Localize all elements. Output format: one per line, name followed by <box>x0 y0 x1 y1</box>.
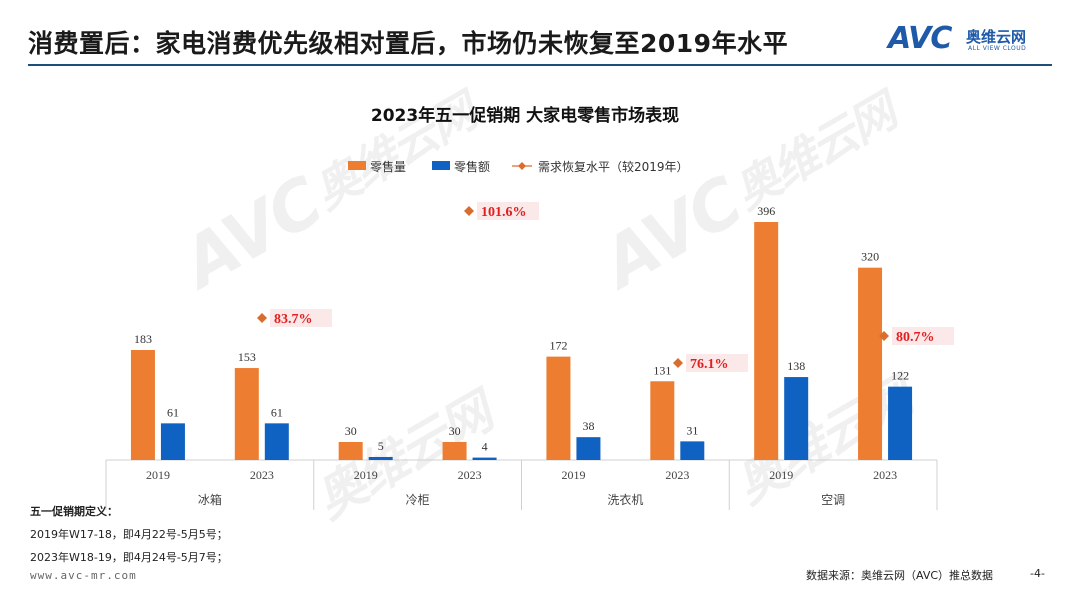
label-value-2-0: 38 <box>582 419 594 433</box>
label-volume-0-1: 153 <box>238 350 256 364</box>
logo-english-name: ALL VIEW CLOUD <box>968 45 1027 52</box>
tick-group-1: 冷柜 <box>406 493 430 507</box>
label-volume-3-0: 396 <box>757 204 775 218</box>
label-volume-1-1: 30 <box>449 424 461 438</box>
tick-year-3-1: 2023 <box>873 468 897 482</box>
bar-volume-1-0 <box>338 441 363 460</box>
label-volume-2-0: 172 <box>549 339 567 353</box>
recovery-label-bg-2 <box>686 354 748 372</box>
tick-year-2-1: 2023 <box>665 468 689 482</box>
avc-logo: AVC 奥维云网 ALL VIEW CLOUD <box>888 24 1058 58</box>
chart-title: 2023年五一促销期 大家电零售市场表现 <box>371 105 679 126</box>
tick-year-0-1: 2023 <box>250 468 274 482</box>
bar-volume-0-1 <box>234 368 259 460</box>
label-volume-2-1: 131 <box>653 363 671 377</box>
bar-value-0-1 <box>264 423 289 460</box>
recovery-label-3: 80.7% <box>896 330 935 345</box>
bar-value-1-0 <box>368 456 393 460</box>
recovery-label-2: 76.1% <box>690 357 729 372</box>
recovery-marker-3 <box>879 331 889 341</box>
bar-volume-1-1 <box>442 441 467 460</box>
tick-group-3: 空调 <box>821 493 845 507</box>
logo-chinese-name: 奥维云网 <box>966 28 1027 46</box>
header-divider <box>28 64 1052 66</box>
label-value-3-1: 122 <box>891 369 909 383</box>
legend-label-2: 零售额 <box>454 159 490 174</box>
legend-swatch-2 <box>432 161 450 170</box>
label-value-2-1: 31 <box>686 423 698 437</box>
recovery-label-bg-1 <box>477 202 539 220</box>
label-volume-0-0: 183 <box>134 332 152 346</box>
tick-year-1-0: 2019 <box>354 468 378 482</box>
bar-volume-3-0 <box>754 222 779 460</box>
recovery-label-1: 101.6% <box>481 205 527 220</box>
tick-year-0-0: 2019 <box>146 468 170 482</box>
recovery-label-bg-0 <box>270 309 332 327</box>
label-value-3-0: 138 <box>787 359 805 373</box>
page-title: 消费置后：家电消费优先级相对置后，市场仍未恢复至2019年水平 <box>28 29 789 58</box>
legend-swatch-1 <box>348 161 366 170</box>
label-volume-3-1: 320 <box>861 250 879 264</box>
tick-year-3-0: 2019 <box>769 468 793 482</box>
bar-value-2-0 <box>576 437 601 460</box>
bar-volume-2-0 <box>546 356 571 460</box>
recovery-marker-1 <box>464 206 474 216</box>
page-number: -4- <box>1030 567 1045 580</box>
tick-group-2: 洗衣机 <box>607 492 643 507</box>
bar-volume-0-0 <box>130 350 155 460</box>
bar-value-1-1 <box>472 457 497 460</box>
tick-year-1-1: 2023 <box>458 468 482 482</box>
label-value-0-1: 61 <box>271 405 283 419</box>
bar-value-3-0 <box>784 377 809 460</box>
tick-group-0: 冰箱 <box>198 492 222 507</box>
recovery-label-bg-3 <box>892 327 954 345</box>
footer-url[interactable]: www.avc-mr.com <box>30 569 137 582</box>
bar-volume-3-1 <box>858 267 883 460</box>
label-volume-1-0: 30 <box>345 424 357 438</box>
logo-mark: AVC <box>888 21 952 56</box>
definition-title: 五一促销期定义： <box>30 505 118 518</box>
definition-2019: 2019年W17-18，即4月22号-5月5号； <box>30 528 228 541</box>
bar-value-2-1 <box>680 441 705 460</box>
bar-volume-2-1 <box>650 381 675 460</box>
bar-value-3-1 <box>888 386 913 460</box>
label-value-1-0: 5 <box>378 439 384 453</box>
recovery-marker-2 <box>673 358 683 368</box>
legend-label-3: 需求恢复水平（较2019年） <box>538 159 689 174</box>
recovery-label-0: 83.7% <box>274 312 313 327</box>
legend-label-1: 零售量 <box>370 159 406 174</box>
bar-value-0-0 <box>160 423 185 460</box>
definition-2023: 2023年W18-19，即4月24号-5月7号； <box>30 551 228 564</box>
recovery-marker-0 <box>257 313 267 323</box>
label-value-0-0: 61 <box>167 405 179 419</box>
data-source: 数据来源：奥维云网（AVC）推总数据 <box>806 569 994 582</box>
legend-diamond-3 <box>518 162 526 170</box>
tick-year-2-0: 2019 <box>561 468 585 482</box>
label-value-1-1: 4 <box>482 440 488 454</box>
